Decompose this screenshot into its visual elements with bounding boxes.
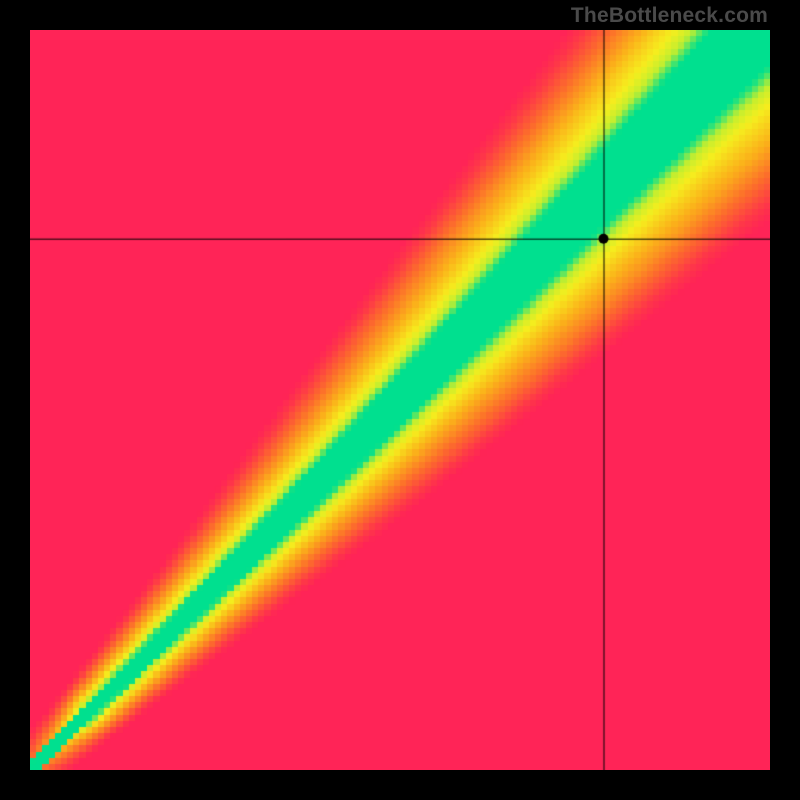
heatmap-plot xyxy=(30,30,770,770)
heatmap-canvas xyxy=(30,30,770,770)
chart-container: TheBottleneck.com xyxy=(0,0,800,800)
watermark-text: TheBottleneck.com xyxy=(571,4,768,28)
